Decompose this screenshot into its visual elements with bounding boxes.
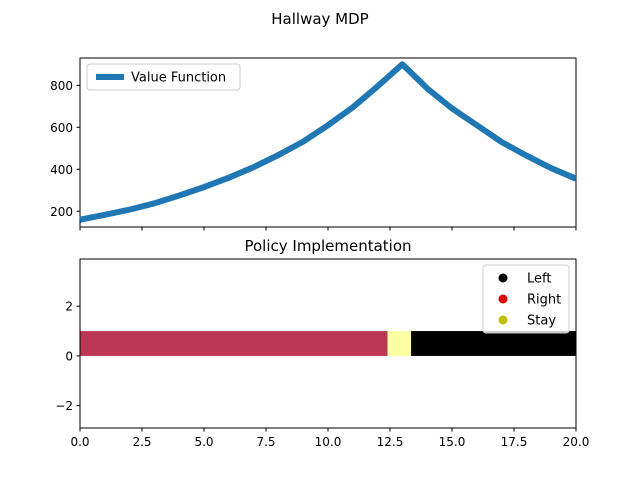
policy-segment-stay	[387, 331, 412, 356]
value-plot-y-ticks: 200 400 600 800	[50, 79, 80, 219]
legend-right-label: Right	[527, 293, 561, 308]
legend-stay-marker	[498, 315, 508, 325]
policy-x-tick-label: 17.5	[501, 435, 528, 449]
policy-x-tick-label: 12.5	[377, 435, 404, 449]
policy-x-tick-label: 10.0	[315, 435, 342, 449]
policy-y-tick-label: −2	[55, 399, 73, 413]
policy-plot-legend: Left Right Stay	[482, 264, 570, 334]
policy-plot-x-ticks: 0.0 2.5 5.0 7.5 10.0 12.5 15.0 17.5 20.0	[70, 428, 589, 449]
policy-plot: Policy Implementation 2 0 −2 0.0 2.5 5.0 7.5 1…	[55, 237, 589, 449]
value-y-tick-label: 600	[50, 121, 73, 135]
value-y-tick-label: 800	[50, 79, 73, 93]
policy-x-tick-label: 15.0	[439, 435, 466, 449]
policy-x-tick-label: 0.0	[70, 435, 89, 449]
policy-x-tick-label: 5.0	[194, 435, 213, 449]
value-y-tick-label: 200	[50, 205, 73, 219]
value-plot-x-ticks	[79, 227, 577, 231]
policy-y-tick-label: 0	[65, 349, 73, 363]
value-legend-label: Value Function	[131, 71, 226, 86]
policy-segment-left	[411, 331, 576, 356]
value-plot-legend: Value Function	[86, 63, 241, 91]
policy-plot-title: Policy Implementation	[244, 237, 411, 255]
policy-plot-y-ticks: 2 0 −2	[55, 300, 80, 413]
figure-title: Hallway MDP	[271, 10, 368, 28]
value-y-tick-label: 400	[50, 163, 73, 177]
value-function-plot: 200 400 600 800 Value Function	[50, 57, 578, 231]
policy-bars	[80, 331, 576, 356]
legend-left-label: Left	[527, 272, 551, 287]
policy-x-tick-label: 7.5	[256, 435, 275, 449]
policy-segment-right	[80, 331, 388, 356]
legend-stay-label: Stay	[527, 314, 556, 329]
legend-right-marker	[498, 294, 508, 304]
policy-x-tick-label: 2.5	[132, 435, 151, 449]
legend-left-marker	[498, 273, 508, 283]
value-legend-box	[86, 63, 241, 91]
value-function-line	[79, 61, 578, 223]
policy-x-tick-label: 20.0	[563, 435, 590, 449]
policy-y-tick-label: 2	[65, 300, 73, 314]
